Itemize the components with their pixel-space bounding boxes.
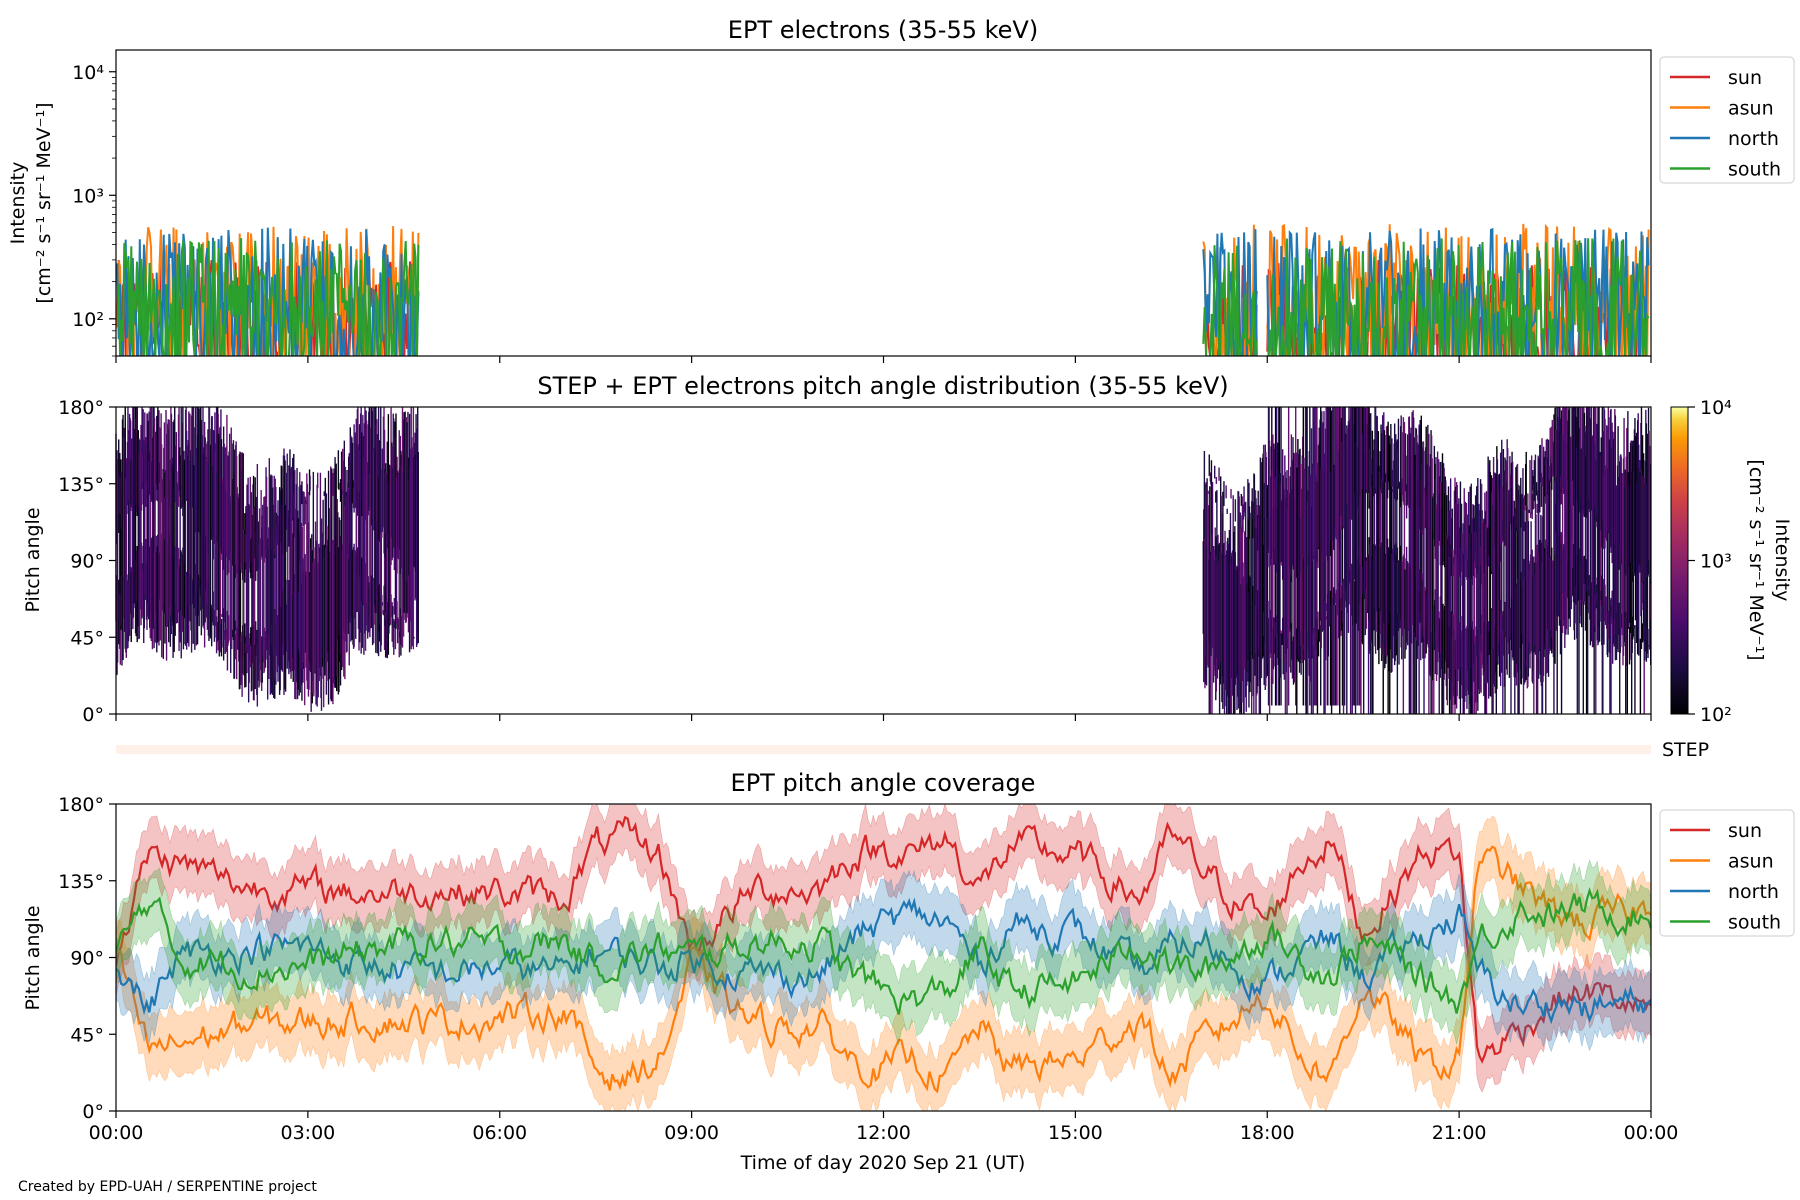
xtick-label: 18:00 (1240, 1122, 1295, 1144)
panel3-series (116, 804, 1651, 1111)
panel3-ylabel: Pitch angle (22, 905, 44, 1010)
panel-pitch-distribution: STEP + EPT electrons pitch angle distrib… (22, 372, 1793, 726)
panel2-ytick-label: 0° (82, 704, 104, 726)
panel3-yticks: 0° 45° 90° 135° 180° (58, 794, 116, 1123)
panel1-yticks: 10² 10³ 10⁴ (72, 62, 116, 357)
panel3-ytick-label: 0° (82, 1101, 104, 1123)
xtick-label: 12:00 (856, 1122, 911, 1144)
xtick-label: 09:00 (664, 1122, 719, 1144)
x-axis-label: Time of day 2020 Sep 21 (UT) (740, 1152, 1026, 1174)
colorbar-ticks: 10² 10³ 10⁴ (1688, 397, 1732, 726)
panel2-ytick-label: 90° (70, 551, 104, 573)
legend-label-south: south (1728, 159, 1781, 181)
panel3-legend: sun asun north south (1659, 809, 1795, 937)
colorbar-label: Intensity [cm⁻² s⁻¹ sr⁻¹ MeV⁻¹] (1745, 459, 1793, 660)
xtick-label: 03:00 (280, 1122, 335, 1144)
step-bar (116, 745, 1651, 754)
panel2-heatmap (115, 407, 1652, 714)
panel2-ytick-label: 135° (58, 474, 104, 496)
panel3-ytick-label: 45° (70, 1024, 104, 1046)
colorbar-label-line2: [cm⁻² s⁻¹ sr⁻¹ MeV⁻¹] (1745, 459, 1767, 660)
colorbar-label-line1: Intensity (1771, 519, 1793, 602)
legend-box (1659, 809, 1795, 937)
panel2-ytick-label: 45° (70, 627, 104, 649)
legend-label-asun: asun (1728, 851, 1774, 873)
legend-label-north: north (1728, 128, 1779, 150)
xtick-label: 00:00 (89, 1122, 144, 1144)
legend-box (1659, 56, 1795, 184)
panel1-ytick-label: 10² (72, 309, 104, 331)
panel2-ylabel: Pitch angle (22, 507, 44, 612)
panel3-title: EPT pitch angle coverage (731, 769, 1036, 797)
colorbar-tick-label: 10³ (1700, 551, 1732, 573)
step-strip: STEP (116, 739, 1709, 761)
legend-label-sun: sun (1728, 67, 1762, 89)
colorbar-tick-label: 10² (1700, 704, 1732, 726)
panel1-series (116, 223, 1650, 356)
xtick-label: 06:00 (472, 1122, 527, 1144)
panel1-ylabel-line1: Intensity (7, 162, 29, 245)
colorbar: 10² 10³ 10⁴ Intensity [cm⁻² s⁻¹ sr⁻¹ MeV⁻¹… (1670, 397, 1793, 726)
legend-label-asun: asun (1728, 98, 1774, 120)
panel1-title: EPT electrons (35-55 keV) (728, 16, 1038, 44)
xtick-label: 00:00 (1624, 1122, 1679, 1144)
panel-pitch-coverage: EPT pitch angle coverage 0° 45° 90° 135° 180… (22, 769, 1795, 1144)
panel3-ytick-label: 180° (58, 794, 104, 816)
panel3-ytick-label: 90° (70, 948, 104, 970)
panel1-legend: sun asun north south (1659, 56, 1795, 184)
panel2-yticks: 0° 45° 90° 135° 180° (58, 397, 116, 726)
step-label: STEP (1662, 739, 1709, 761)
coverage-line-south (116, 887, 1651, 1015)
panel-intensity: EPT electrons (35-55 keV) 10² 10³ 10⁴ Inte… (7, 16, 1795, 363)
xtick-label: 15:00 (1048, 1122, 1103, 1144)
panel2-xticks (115, 714, 1652, 721)
colorbar-tick-label: 10⁴ (1700, 397, 1732, 419)
panel1-ytick-label: 10⁴ (72, 62, 104, 84)
panel2-title: STEP + EPT electrons pitch angle distrib… (537, 372, 1228, 400)
legend-label-south: south (1728, 912, 1781, 934)
coverage-line-sun (116, 815, 1651, 1064)
coverage-band-sun (116, 804, 1651, 1093)
panel1-ylabel: Intensity [cm⁻² s⁻¹ sr⁻¹ MeV⁻¹] (7, 102, 55, 303)
intensity-line-south (116, 238, 1650, 356)
panel1-ylabel-line2: [cm⁻² s⁻¹ sr⁻¹ MeV⁻¹] (33, 102, 55, 303)
coverage-band-asun (116, 815, 1651, 1111)
xtick-label: 21:00 (1432, 1122, 1487, 1144)
panel2-ytick-label: 180° (58, 397, 104, 419)
legend-label-sun: sun (1728, 820, 1762, 842)
panel1-ytick-label: 10³ (72, 185, 104, 207)
coverage-line-asun (116, 845, 1651, 1094)
credit-text: Created by EPD-UAH / SERPENTINE project (18, 1179, 317, 1195)
panel3-ytick-label: 135° (58, 871, 104, 893)
legend-label-north: north (1728, 881, 1779, 903)
colorbar-gradient (1670, 406, 1689, 715)
panel1-xticks (115, 356, 1652, 363)
panel3-xticks: 00:00 03:00 06:00 09:00 12:00 15:00 18:00 21:00… (89, 1111, 1679, 1144)
